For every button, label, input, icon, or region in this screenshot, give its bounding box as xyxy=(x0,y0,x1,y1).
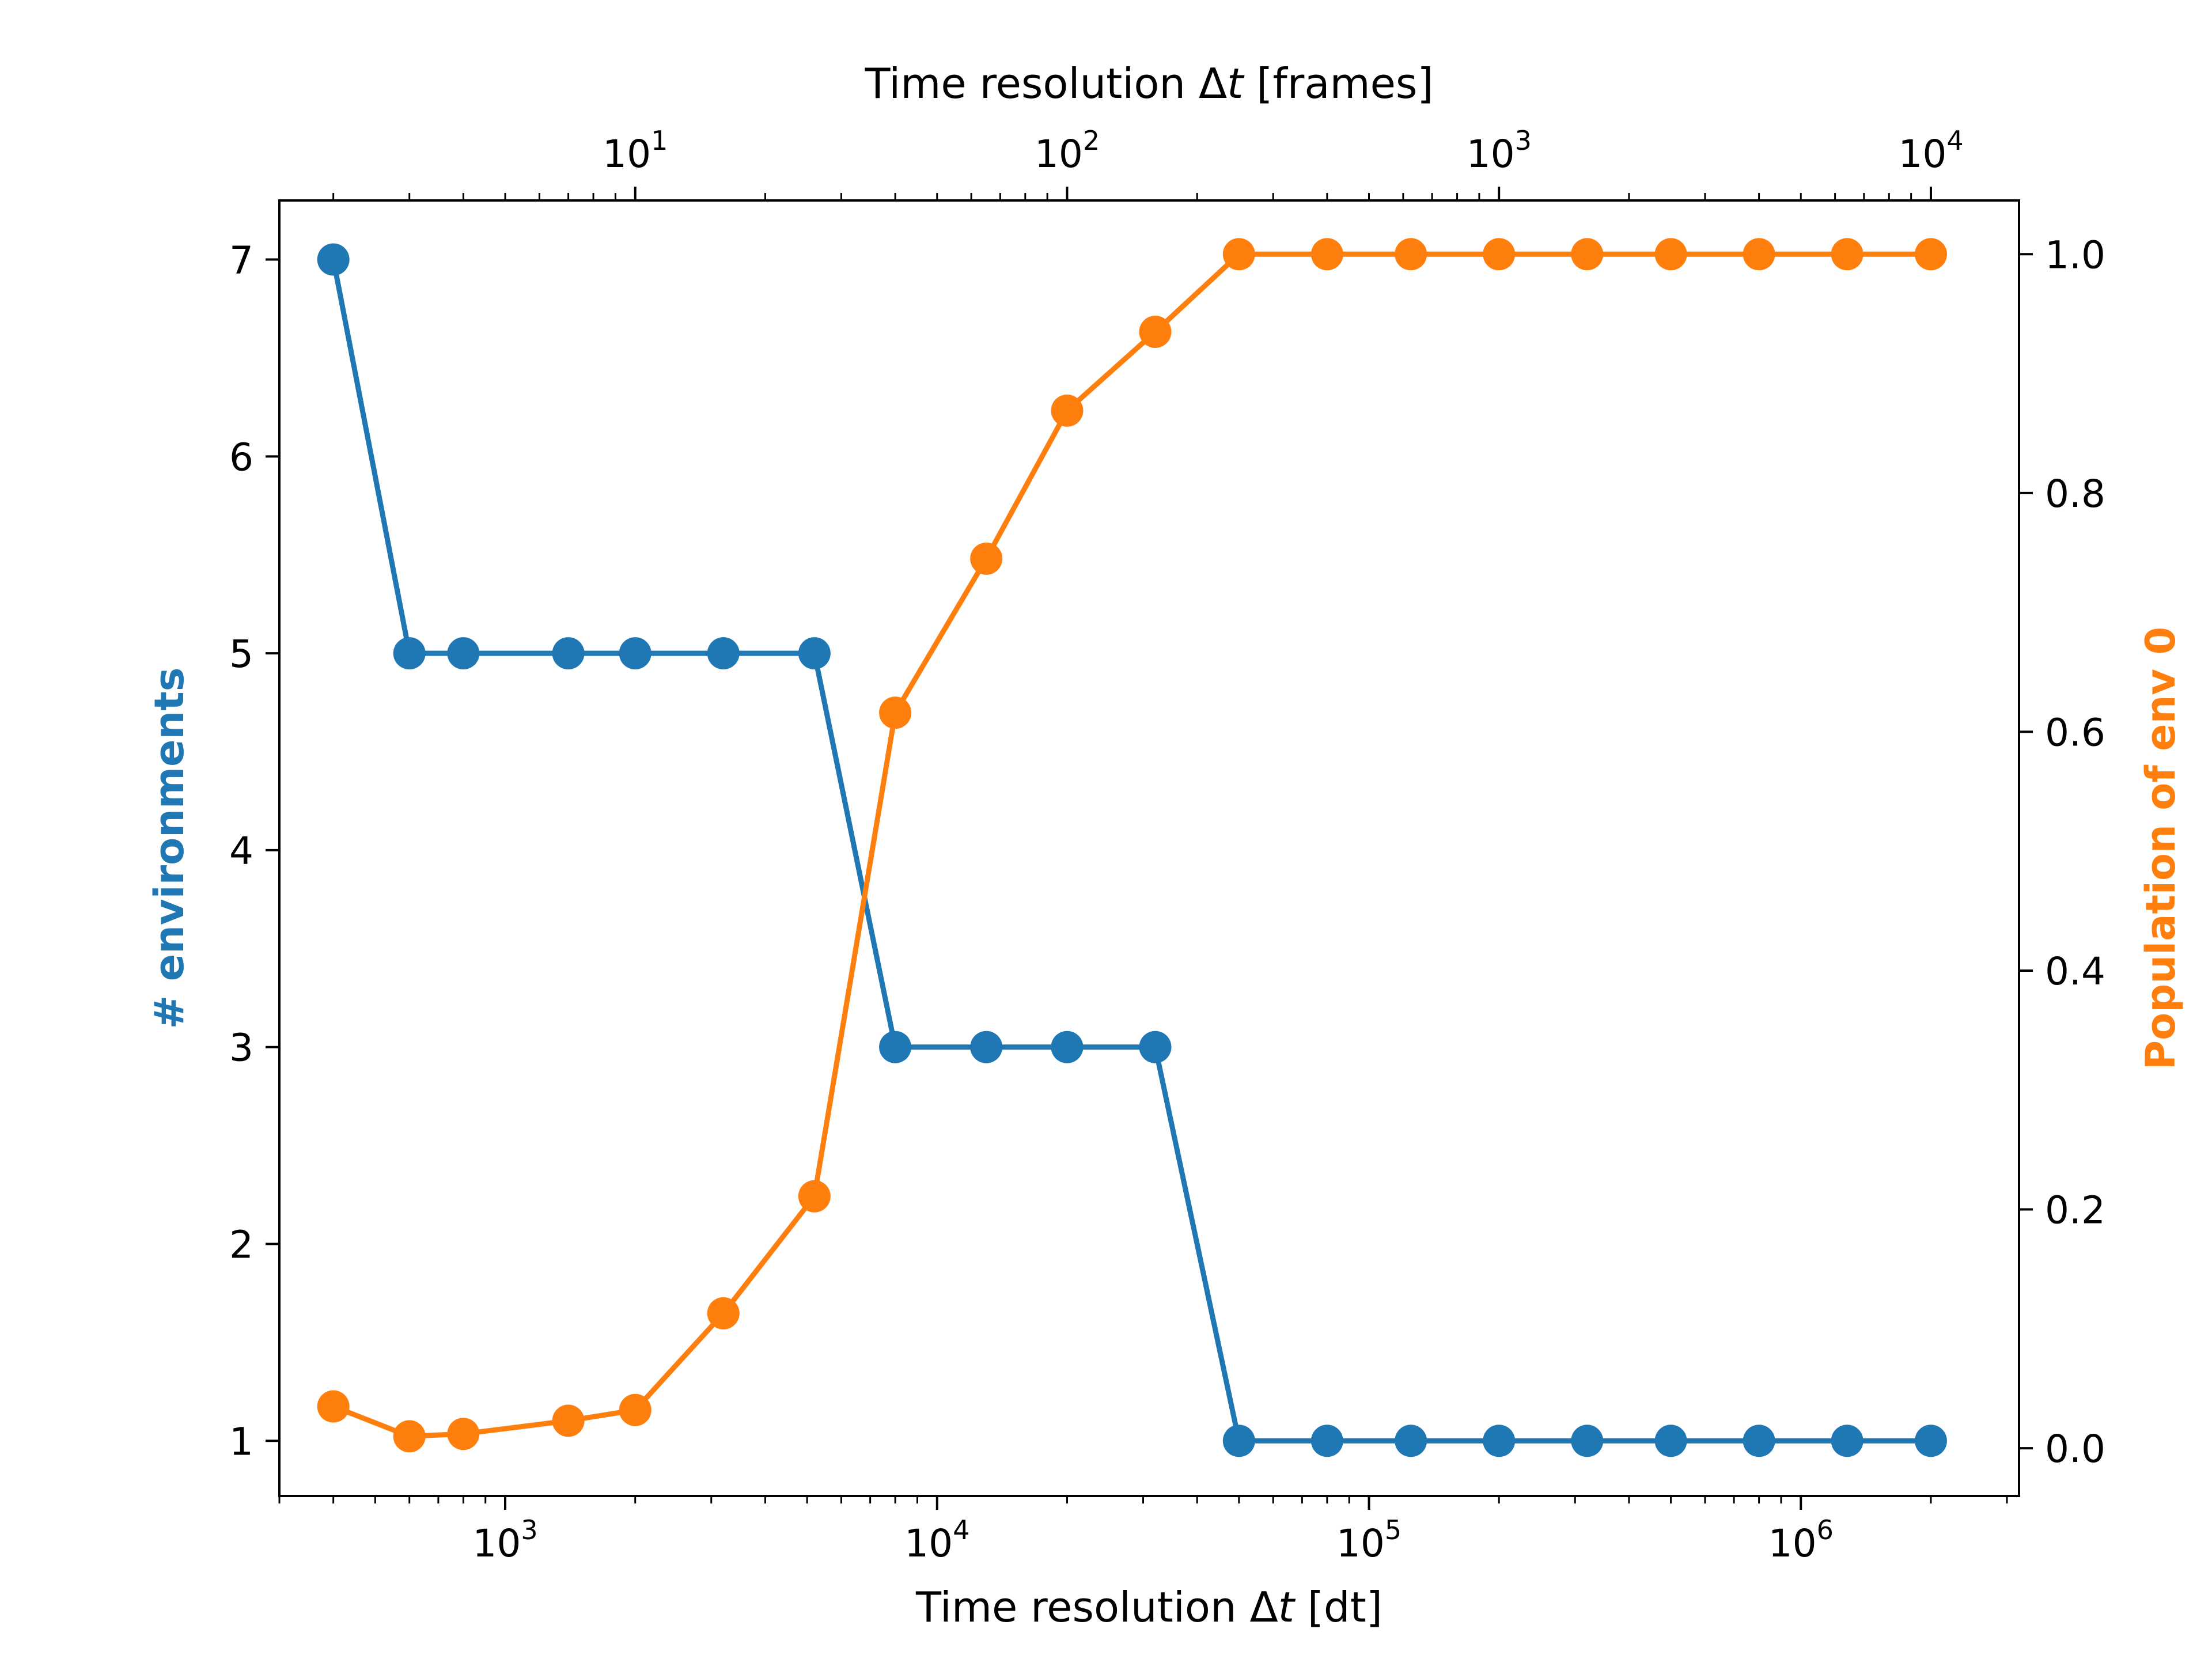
top-tick-label: 104 xyxy=(1898,125,1963,176)
series-2-point xyxy=(707,1297,740,1330)
series-2-point xyxy=(317,1390,350,1423)
series-2-point xyxy=(552,1404,585,1437)
series-layer xyxy=(317,238,1947,1457)
series-2-point xyxy=(1914,238,1947,271)
series-1-point xyxy=(798,637,831,670)
series-2-point xyxy=(1310,238,1343,271)
x-axis-top-label: Time resolution Δt [frames] xyxy=(865,59,1434,108)
left-tick-label: 5 xyxy=(229,632,253,676)
right-tick-label: 0.0 xyxy=(2045,1427,2105,1471)
series-1-point xyxy=(1654,1425,1687,1457)
series-2-point xyxy=(1483,238,1516,271)
series-2-point xyxy=(447,1418,480,1450)
y-axis-right-label: Population of env 0 xyxy=(2137,627,2184,1070)
series-1-point xyxy=(552,637,585,670)
series-1-point xyxy=(879,1031,912,1063)
series-1-point xyxy=(393,637,426,670)
bottom-tick-label: 106 xyxy=(1768,1514,1834,1566)
series-1-point xyxy=(1831,1425,1863,1457)
series-2-point xyxy=(1571,238,1604,271)
series-2-point xyxy=(1654,238,1687,271)
series-1-point xyxy=(1051,1031,1084,1063)
bottom-tick-label: 104 xyxy=(904,1514,969,1566)
series-1-point xyxy=(1743,1425,1775,1457)
series-2-point xyxy=(879,696,912,729)
series-1-point xyxy=(1139,1031,1172,1063)
series-2-point xyxy=(1139,316,1172,349)
series-1-point xyxy=(317,243,350,276)
series-2-point xyxy=(1831,238,1863,271)
series-2-point xyxy=(1051,394,1084,427)
series-1-point xyxy=(707,637,740,670)
top-tick-label: 103 xyxy=(1467,125,1532,176)
series-2-point xyxy=(619,1393,652,1426)
left-tick-label: 4 xyxy=(229,829,253,873)
series-1-point xyxy=(1395,1425,1427,1457)
axes-frame xyxy=(278,199,2020,1497)
series-1-point xyxy=(1222,1425,1255,1457)
left-tick-label: 7 xyxy=(229,238,253,283)
top-tick-label: 102 xyxy=(1035,125,1100,176)
series-1-point xyxy=(619,637,652,670)
series-2-point xyxy=(1395,238,1427,271)
left-tick-label: 6 xyxy=(229,435,253,479)
series-2-point xyxy=(798,1180,831,1213)
series-1-point xyxy=(1914,1425,1947,1457)
series-1-point xyxy=(1571,1425,1604,1457)
top-tick-label: 101 xyxy=(603,125,668,176)
right-tick-label: 0.8 xyxy=(2045,472,2105,516)
y-axis-left-label: # environments xyxy=(146,668,193,1029)
series-1-point xyxy=(1483,1425,1516,1457)
series-1-point xyxy=(970,1031,1003,1063)
right-tick-label: 0.2 xyxy=(2045,1188,2105,1233)
x-axis-bottom-label: Time resolution Δt [dt] xyxy=(915,1583,1382,1631)
left-tick-label: 2 xyxy=(229,1223,253,1267)
series-2-point xyxy=(393,1420,426,1453)
series-1-point xyxy=(1310,1425,1343,1457)
series-2-point xyxy=(1743,238,1775,271)
right-tick-label: 0.4 xyxy=(2045,949,2105,994)
ticks-layer: 103 104 105 106 101 102 103 104 1 2 3 4 5 6 7 0.0 0.2 0.4… xyxy=(229,125,2105,1566)
left-tick-label: 3 xyxy=(229,1026,253,1070)
series-2-point xyxy=(970,542,1003,575)
left-tick-label: 1 xyxy=(229,1419,253,1464)
right-tick-label: 0.6 xyxy=(2045,710,2105,755)
bottom-tick-label: 103 xyxy=(472,1514,537,1566)
series-2-point xyxy=(1222,238,1255,271)
bottom-tick-label: 105 xyxy=(1336,1514,1402,1566)
right-tick-label: 1.0 xyxy=(2045,233,2105,277)
series-1-point xyxy=(447,637,480,670)
